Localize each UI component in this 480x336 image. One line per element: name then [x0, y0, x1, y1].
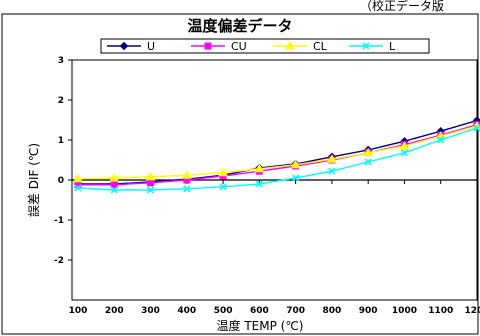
point-cl [145, 171, 156, 181]
point-l-stroke-b [110, 186, 118, 194]
x-tick-label: 500 [214, 306, 233, 316]
point-l [292, 174, 300, 182]
y-tick-label: -2 [54, 256, 64, 266]
point-l-stroke-b [473, 124, 480, 132]
point-cl [181, 170, 192, 179]
x-tick-label: 300 [141, 306, 160, 316]
point-l-stroke-b [74, 184, 82, 192]
x-tick-label: 800 [323, 306, 342, 316]
point-l [74, 184, 82, 192]
point-l [219, 183, 227, 191]
point-l [473, 124, 480, 132]
point-l-stroke-b [255, 180, 263, 188]
y-tick-label: 1 [58, 136, 64, 146]
point-cu [147, 179, 155, 187]
legend-label-u: U [147, 40, 155, 53]
series-line-u [78, 119, 478, 185]
point-l-stroke-b [183, 185, 191, 193]
series-line-cu [78, 124, 478, 186]
point-l-stroke-b [328, 167, 336, 175]
point-l [400, 149, 409, 157]
x-axis-label: 温度 TEMP (℃) [217, 318, 304, 333]
series-layer [73, 116, 480, 194]
point-cl [363, 147, 374, 157]
point-l [110, 186, 118, 194]
y-tick-label: 3 [58, 56, 64, 66]
point-l-stroke-b [400, 149, 409, 157]
point-l [146, 186, 155, 194]
legend: U CU CL L [100, 38, 430, 54]
x-tick-label: 200 [105, 306, 124, 316]
point-cl [109, 172, 120, 182]
legend-marker-cl [285, 40, 295, 50]
legend-label-l: L [389, 40, 396, 53]
x-tick-label: 1200 [464, 306, 480, 316]
point-l [255, 180, 263, 188]
legend-marker-l-stroke-b [362, 42, 370, 50]
legend-box [100, 38, 430, 54]
x-tick-label: 700 [286, 306, 305, 316]
point-cl [254, 163, 265, 173]
point-l-stroke-b [219, 183, 227, 191]
x-tick-label: 400 [177, 306, 196, 316]
series-line-l [77, 127, 478, 191]
axes: 3 2 1 0 -1 -2 100 200 300 400 500 600 700 800 900 1000 1… [54, 56, 480, 316]
point-cl [327, 154, 337, 163]
legend-marker-l [362, 42, 370, 50]
x-tick-label: 900 [359, 306, 378, 316]
point-cl [73, 173, 83, 183]
legend-label-cl: CL [313, 40, 328, 53]
chart-title: 温度偏差データ [187, 17, 292, 35]
point-l-stroke-b [146, 186, 155, 194]
chart-frame [1, 13, 479, 335]
x-tick-label: 1100 [428, 306, 453, 316]
y-tick-label: -1 [54, 216, 64, 226]
point-l-stroke-b [364, 158, 372, 166]
point-l [328, 167, 336, 175]
point-l [364, 158, 372, 166]
point-l-stroke-b [437, 136, 445, 144]
point-l [437, 136, 445, 144]
point-cl [290, 159, 301, 169]
legend-label-cu: CU [231, 40, 247, 53]
top-caption: （校正データ版 [360, 0, 444, 13]
point-l-stroke-b [292, 174, 300, 182]
point-l [183, 185, 191, 193]
y-axis-label: 誤差 DIF (℃) [26, 143, 41, 217]
legend-marker-u [119, 41, 129, 51]
y-tick-label: 2 [58, 96, 64, 106]
point-cl [399, 140, 410, 150]
x-tick-label: 600 [250, 306, 269, 316]
y-tick-label: 0 [58, 176, 64, 186]
x-tick-label: 1000 [392, 306, 417, 316]
point-cl [218, 167, 228, 177]
point-cu [110, 181, 118, 189]
legend-marker-cu [204, 42, 212, 50]
series-line-cl [77, 125, 478, 180]
x-tick-label: 100 [69, 306, 88, 316]
